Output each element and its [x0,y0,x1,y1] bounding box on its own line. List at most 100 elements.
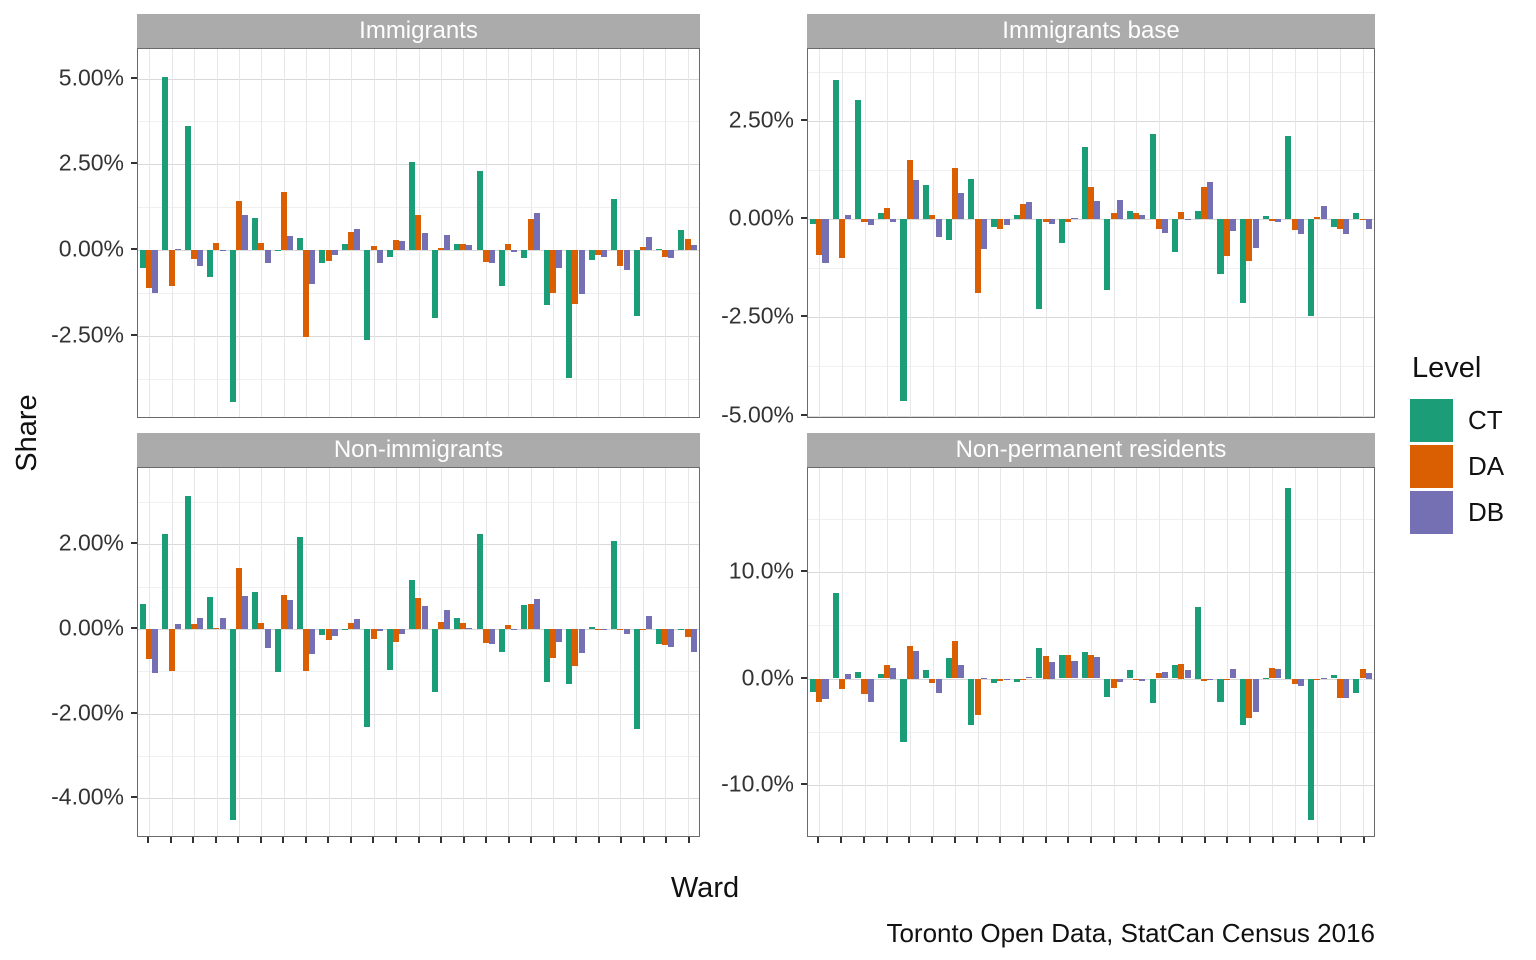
bar-da-ward3 [190,249,197,259]
bar-ct-ward10 [341,243,348,250]
bar-da-ward13 [415,597,422,629]
ward-gridline [463,468,465,836]
y-tick-mark [801,676,807,679]
bar-ct-ward23 [633,249,640,316]
facet-non-permanent-residents: Non-permanent residents 10.0% 0.0% -10.0% [700,433,1400,853]
bar-da-ward5 [906,646,913,679]
bar-ct-ward21 [588,249,595,261]
ward-gridline [575,49,577,417]
bar-ct-ward25 [1353,678,1360,693]
x-tick-mark [485,837,488,843]
ward-gridline [530,468,532,836]
ward-gridline [1113,49,1115,417]
ward-gridline [1340,468,1342,836]
bar-ct-ward25 [1353,212,1360,220]
bar-db-ward19 [556,249,563,269]
x-tick-mark [1226,837,1229,843]
bar-db-ward2 [174,624,181,629]
bar-ct-ward3 [184,495,191,629]
bar-da-ward12 [1065,655,1072,679]
x-tick-mark [687,837,690,843]
bar-db-ward2 [845,674,852,679]
bar-da-ward4 [213,627,220,629]
bar-ct-ward2 [832,80,839,220]
bar-ct-ward21 [588,627,595,629]
bar-db-ward13 [421,605,428,629]
bar-db-ward24 [1343,678,1350,699]
bar-da-ward21 [594,628,601,631]
bar-db-ward16 [488,249,495,264]
x-tick-mark [1294,837,1297,843]
bar-ct-ward6 [252,218,259,250]
bar-db-ward14 [1116,678,1123,682]
y-tick-mark [131,247,137,250]
legend: Level CT DA DB [1410,352,1536,537]
bar-ct-ward1 [139,249,146,268]
ward-gridline [396,468,398,836]
bar-ct-ward10 [1013,678,1020,682]
bar-db-ward16 [1162,219,1169,233]
bar-da-ward23 [639,247,646,250]
ward-gridline [508,468,510,836]
x-tick-mark [282,837,285,843]
bar-db-ward7 [958,193,965,220]
x-tick-mark [304,837,307,843]
ward-gridline [620,468,622,836]
bar-ct-ward3 [855,671,862,679]
bar-ct-ward3 [855,99,862,220]
bar-db-ward19 [556,628,563,642]
bar-da-ward18 [1201,678,1208,681]
bar-db-ward7 [286,235,293,250]
bar-db-ward21 [1275,219,1282,222]
bar-ct-ward15 [1126,670,1133,679]
bar-da-ward4 [884,664,891,679]
bar-db-ward18 [1207,181,1214,220]
bar-ct-ward22 [611,199,618,250]
bar-db-ward6 [935,219,942,237]
ward-gridline [261,468,263,836]
bar-db-ward20 [1252,219,1259,249]
bar-da-ward21 [1268,668,1276,679]
bar-ct-ward9 [319,249,326,263]
bar-db-ward18 [533,598,540,629]
bar-ct-ward24 [1330,674,1337,679]
bar-da-ward12 [392,628,399,642]
bar-db-ward4 [219,249,226,252]
legend-label: CT [1468,405,1503,435]
bar-ct-ward3 [184,125,191,250]
ward-gridline [1091,468,1092,836]
bar-db-ward14 [444,609,451,629]
ward-gridline [1068,468,1070,836]
bar-da-ward19 [1223,678,1230,680]
bar-db-ward17 [511,249,518,252]
ward-gridline [841,468,843,836]
x-tick-mark [552,837,555,843]
bar-da-ward7 [952,167,959,220]
bar-db-ward17 [1184,219,1191,221]
y-tick-mark [131,796,137,799]
bar-da-ward11 [370,246,377,250]
x-tick-mark [575,837,578,843]
x-tick-mark [1090,837,1092,843]
x-tick-mark [147,837,150,843]
facet-strip: Immigrants base [807,14,1375,48]
bar-da-ward1 [146,249,153,288]
y-axis: 5.00% 2.50% 0.00% -2.50% [0,48,137,418]
bar-da-ward14 [1110,678,1117,688]
bar-ct-ward5 [900,219,907,401]
bar-da-ward23 [639,628,646,630]
bar-da-ward14 [437,247,444,250]
bar-da-ward6 [258,243,265,250]
bar-db-ward13 [1094,201,1101,220]
ward-gridline [1294,49,1296,417]
legend-item-ct: CT [1410,399,1536,442]
legend-title: Level [1412,352,1482,384]
ward-gridline [955,49,957,417]
y-tick-label: -2.50% [51,321,124,348]
bar-db-ward10 [354,228,361,250]
ward-gridline [1249,468,1251,836]
ward-gridline [1068,49,1070,417]
bar-db-ward25 [1365,673,1372,679]
bar-ct-ward1 [139,603,146,629]
bar-ct-ward22 [1285,487,1292,679]
